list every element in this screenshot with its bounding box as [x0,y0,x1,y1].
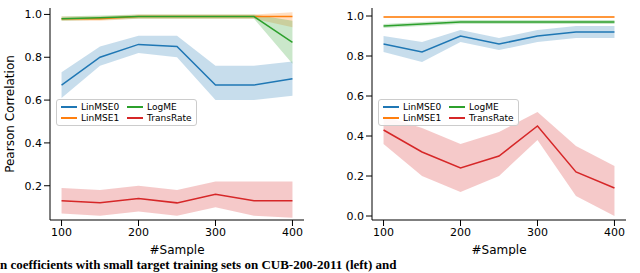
svg-text:0.0: 0.0 [347,210,365,223]
svg-text:1.0: 1.0 [347,10,365,23]
svg-text:#Sample: #Sample [471,243,526,256]
svg-text:0.2: 0.2 [25,180,43,193]
svg-text:300: 300 [205,226,226,239]
svg-text:200: 200 [450,226,471,239]
html-text:LogME: LogME [469,102,499,112]
html-text:TransRate: TransRate [147,113,192,123]
svg-text:400: 400 [604,226,625,239]
html-text:TransRate: TransRate [469,113,514,123]
svg-text:0.6: 0.6 [347,90,365,103]
svg-text:0.6: 0.6 [25,94,43,107]
svg-text:0.4: 0.4 [25,137,43,150]
svg-text:0.8: 0.8 [25,51,43,64]
svg-text:0.2: 0.2 [347,170,365,183]
svg-text:Pearson Correlation: Pearson Correlation [8,55,17,173]
html-text:LinMSE0: LinMSE0 [403,102,442,112]
svg-text:1.0: 1.0 [25,8,43,21]
html-text:LogME: LogME [147,102,177,112]
svg-text:400: 400 [282,226,303,239]
html-text:LinMSE1: LinMSE1 [81,113,120,123]
svg-text:300: 300 [527,226,548,239]
svg-text:100: 100 [373,226,394,239]
svg-text:200: 200 [128,226,149,239]
html-text:n coefficients with small targ: n coefficients with small target trainin… [0,257,397,272]
svg-text:100: 100 [51,226,72,239]
svg-text:#Sample: #Sample [149,243,204,256]
svg-text:0.4: 0.4 [347,130,365,143]
html-text:LinMSE0: LinMSE0 [81,102,120,112]
html-text:LinMSE1: LinMSE1 [403,113,442,123]
svg-text:0.8: 0.8 [347,50,365,63]
